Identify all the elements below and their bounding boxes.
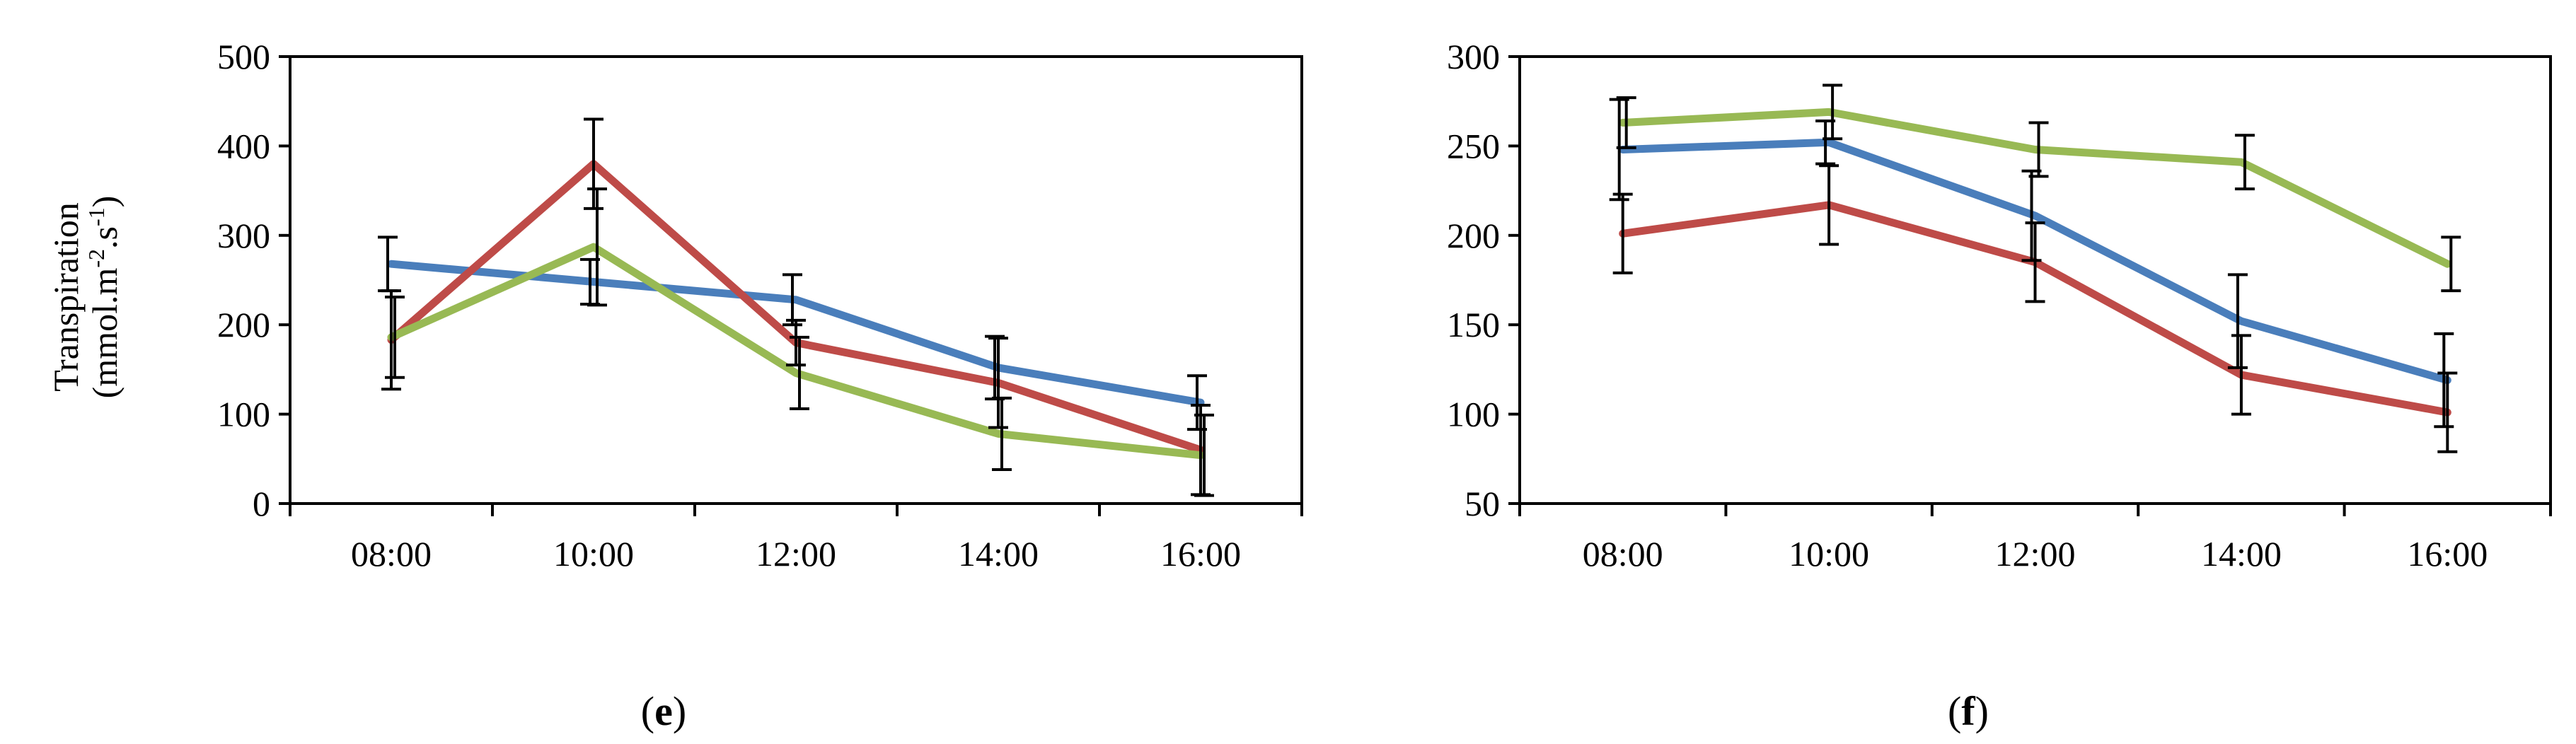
- x-tick-label: 12:00: [756, 534, 836, 574]
- x-tick-label: 08:00: [351, 534, 432, 574]
- error-bar: [992, 396, 1012, 471]
- panel-label-f: (f): [1948, 688, 1989, 734]
- x-tick-label: 10:00: [1789, 534, 1869, 574]
- y-tick-label: 150: [1447, 305, 1500, 344]
- y-tick-label: 100: [217, 395, 270, 434]
- y-tick-label: 100: [1447, 395, 1500, 434]
- x-tick-label: 08:00: [1583, 534, 1663, 574]
- axes-f: 50 100 150 200 250 300 08:00 10:00 12:00 14:00 16:…: [1447, 37, 2552, 574]
- error-bar: [385, 296, 405, 379]
- y-tick-label: 500: [217, 37, 270, 76]
- error-bar: [988, 337, 1008, 429]
- series-line-3: [387, 243, 1205, 460]
- series-line-1: [1619, 138, 2451, 385]
- series-line-3: [1619, 107, 2451, 268]
- y-tick-label: 400: [217, 126, 270, 165]
- x-tick-label: 14:00: [958, 534, 1039, 574]
- error-bar: [2028, 121, 2049, 178]
- x-tick-label: 14:00: [2201, 534, 2282, 574]
- chart-panel-e: Transpiration (mmol.m-2.s-1) 0 100 200 300 4…: [46, 37, 1303, 734]
- series-layer-e: [378, 117, 1214, 497]
- y-axis-unit: (mmol.m-2.s-1): [83, 196, 125, 399]
- y-tick-label: 50: [1465, 484, 1500, 523]
- error-bar: [2234, 134, 2255, 191]
- error-bar: [587, 187, 607, 307]
- error-bar: [1612, 192, 1633, 274]
- x-tick-label: 16:00: [1160, 534, 1241, 574]
- error-bar: [2231, 334, 2251, 416]
- plot-frame: [289, 55, 1303, 505]
- y-tick-label: 200: [217, 305, 270, 344]
- x-tick-label: 16:00: [2407, 534, 2488, 574]
- y-tick-label: 0: [253, 484, 270, 523]
- plot-frame: [1518, 55, 2552, 505]
- x-tick-label: 10:00: [553, 534, 634, 574]
- error-bar: [1823, 83, 1843, 141]
- series-layer-f: [1609, 83, 2461, 453]
- error-bar: [1616, 96, 1636, 149]
- error-bar: [2025, 221, 2045, 303]
- error-bar: [2434, 332, 2454, 429]
- error-bar: [1194, 413, 1214, 497]
- x-tick-label: 12:00: [1995, 534, 2076, 574]
- error-bar: [2437, 371, 2458, 453]
- series-line-2: [387, 160, 1205, 454]
- error-bar: [2227, 273, 2248, 369]
- error-bar: [790, 335, 809, 411]
- y-axis-label: Transpiration: [46, 202, 86, 392]
- error-bar: [1819, 164, 1839, 246]
- error-bar: [782, 273, 802, 327]
- panel-label-e: (e): [641, 688, 686, 734]
- chart-panel-f: 50 100 150 200 250 300 08:00 10:00 12:00 14:00 16:…: [1447, 37, 2552, 734]
- axes-e: 0 100 200 300 400 500 08:00 10:00 12:00 14:00 16:0…: [217, 37, 1303, 574]
- error-bar: [786, 318, 806, 367]
- y-tick-label: 300: [217, 216, 270, 255]
- error-bar: [584, 117, 603, 210]
- error-bar: [381, 289, 401, 391]
- y-tick-label: 300: [1447, 37, 1500, 76]
- error-bar: [2441, 236, 2461, 293]
- y-tick-label: 200: [1447, 216, 1500, 255]
- y-tick-label: 250: [1447, 126, 1500, 165]
